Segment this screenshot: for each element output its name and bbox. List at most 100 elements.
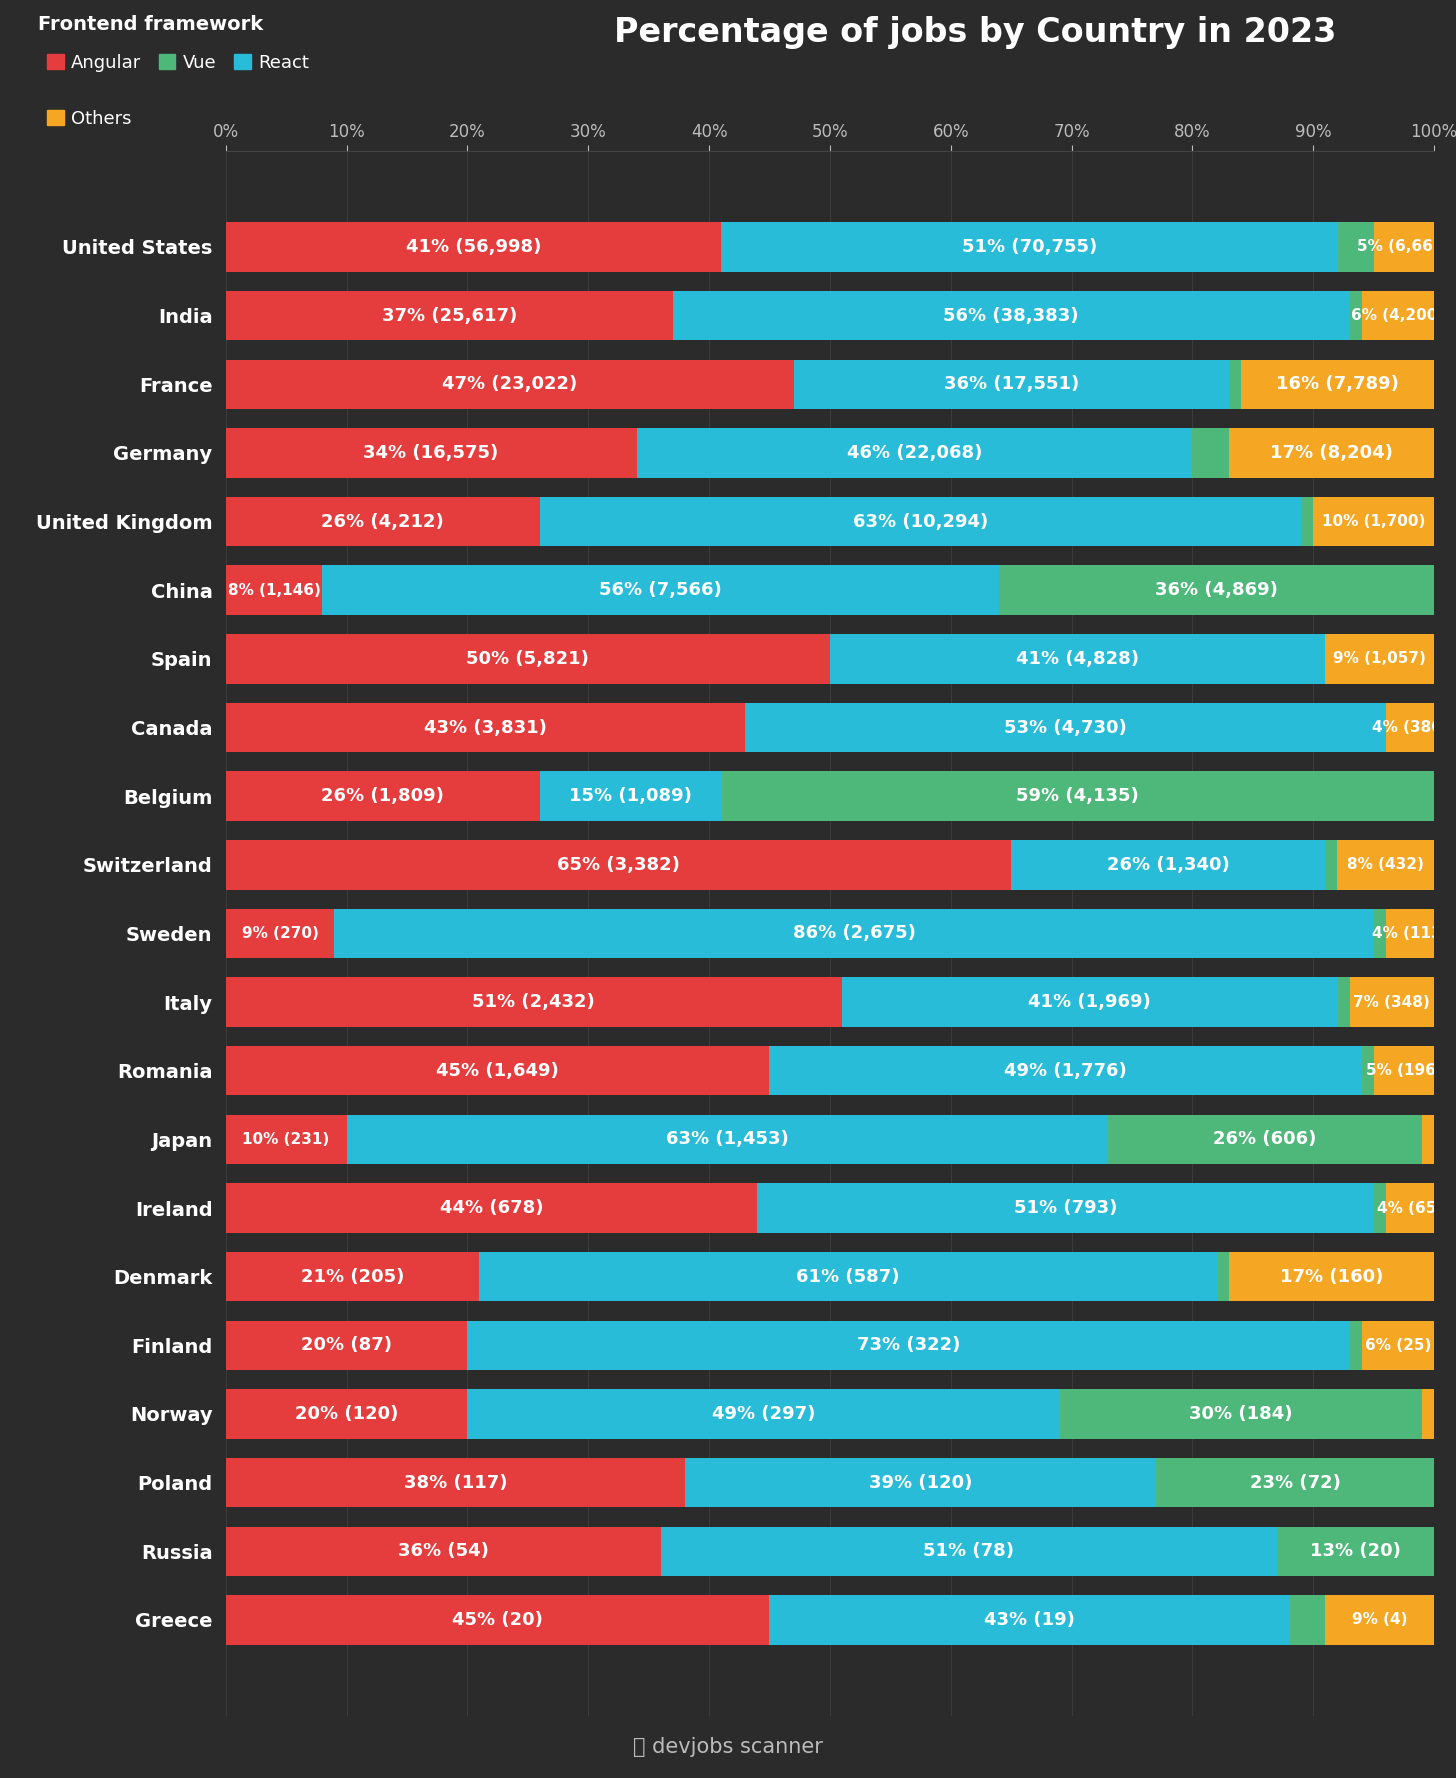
Bar	[335, 909, 1374, 958]
Bar	[322, 565, 999, 615]
Bar	[226, 1389, 467, 1438]
Text: 44% (678): 44% (678)	[440, 1198, 543, 1218]
Bar	[999, 565, 1434, 615]
Text: 6% (4,200): 6% (4,200)	[1351, 308, 1444, 324]
Text: 10% (1,700): 10% (1,700)	[1322, 514, 1425, 530]
Text: 6% (25): 6% (25)	[1364, 1337, 1431, 1353]
Bar	[757, 1184, 1374, 1232]
Bar	[721, 222, 1338, 272]
Text: 37% (25,617): 37% (25,617)	[381, 306, 517, 325]
Bar	[226, 222, 721, 272]
Bar	[226, 1115, 347, 1165]
Text: 41% (56,998): 41% (56,998)	[406, 238, 542, 256]
Bar	[1325, 1595, 1434, 1645]
Bar	[226, 1595, 770, 1645]
Bar	[1302, 496, 1313, 546]
Text: 49% (297): 49% (297)	[712, 1405, 815, 1422]
Text: 61% (587): 61% (587)	[796, 1268, 900, 1285]
Bar	[226, 635, 830, 683]
Text: Percentage of jobs by Country in 2023: Percentage of jobs by Country in 2023	[614, 16, 1337, 50]
Bar	[1325, 839, 1338, 889]
Bar	[1010, 839, 1325, 889]
Bar	[1156, 1458, 1434, 1508]
Text: 51% (78): 51% (78)	[923, 1542, 1015, 1561]
Bar	[1060, 1389, 1423, 1438]
Bar	[1338, 978, 1350, 1028]
Bar	[1423, 1389, 1434, 1438]
Bar	[226, 909, 335, 958]
Text: 43% (19): 43% (19)	[984, 1611, 1075, 1629]
Bar	[1277, 1527, 1434, 1575]
Legend: Others: Others	[48, 110, 131, 128]
Text: 5% (6,662): 5% (6,662)	[1357, 240, 1450, 254]
Text: 26% (4,212): 26% (4,212)	[322, 512, 444, 530]
Text: 38% (117): 38% (117)	[403, 1474, 507, 1492]
Bar	[467, 1389, 1060, 1438]
Text: 36% (54): 36% (54)	[397, 1542, 489, 1561]
Text: 86% (2,675): 86% (2,675)	[792, 925, 916, 942]
Text: 46% (22,068): 46% (22,068)	[847, 444, 983, 462]
Text: Frontend framework: Frontend framework	[38, 14, 264, 34]
Bar	[467, 1321, 1350, 1371]
Text: 36% (4,869): 36% (4,869)	[1155, 581, 1278, 599]
Text: 13% (20): 13% (20)	[1310, 1542, 1401, 1561]
Bar	[1229, 359, 1241, 409]
Text: 9% (1,057): 9% (1,057)	[1334, 651, 1427, 667]
Text: 4% (380): 4% (380)	[1372, 720, 1449, 734]
Text: 26% (606): 26% (606)	[1213, 1131, 1316, 1149]
Text: 15% (1,089): 15% (1,089)	[569, 788, 692, 805]
Bar	[1241, 359, 1434, 409]
Bar	[684, 1458, 1156, 1508]
Bar	[1361, 292, 1434, 340]
Bar	[1289, 1595, 1325, 1645]
Text: 63% (1,453): 63% (1,453)	[665, 1131, 789, 1149]
Bar	[540, 772, 721, 821]
Bar	[1361, 1045, 1374, 1095]
Bar	[830, 635, 1325, 683]
Bar	[226, 292, 673, 340]
Text: 51% (793): 51% (793)	[1013, 1198, 1117, 1218]
Bar	[1350, 292, 1361, 340]
Text: 63% (10,294): 63% (10,294)	[853, 512, 989, 530]
Bar	[770, 1595, 1289, 1645]
Bar	[1325, 635, 1434, 683]
Text: 4% (113): 4% (113)	[1372, 926, 1449, 941]
Text: 50% (5,821): 50% (5,821)	[466, 649, 590, 669]
Text: 5% (196): 5% (196)	[1366, 1063, 1443, 1077]
Bar	[540, 496, 1302, 546]
Bar	[1350, 978, 1434, 1028]
Bar	[794, 359, 1229, 409]
Bar	[226, 772, 540, 821]
Text: 49% (1,776): 49% (1,776)	[1005, 1061, 1127, 1079]
Bar	[1386, 1184, 1434, 1232]
Bar	[770, 1045, 1361, 1095]
Bar	[673, 292, 1350, 340]
Text: 45% (1,649): 45% (1,649)	[437, 1061, 559, 1079]
Bar	[1350, 1321, 1361, 1371]
Text: 21% (205): 21% (205)	[301, 1268, 405, 1285]
Bar	[226, 1527, 661, 1575]
Bar	[1374, 909, 1386, 958]
Bar	[1108, 1115, 1423, 1165]
Bar	[1386, 909, 1434, 958]
Bar	[1374, 1184, 1386, 1232]
Bar	[226, 702, 745, 752]
Bar	[1361, 1321, 1434, 1371]
Bar	[745, 702, 1386, 752]
Bar	[1374, 1045, 1434, 1095]
Text: 30% (184): 30% (184)	[1190, 1405, 1293, 1422]
Text: 16% (7,789): 16% (7,789)	[1275, 375, 1399, 393]
Bar	[226, 496, 540, 546]
Text: 8% (1,146): 8% (1,146)	[227, 583, 320, 597]
Text: 26% (1,340): 26% (1,340)	[1107, 855, 1230, 873]
Bar	[226, 1321, 467, 1371]
Text: 47% (23,022): 47% (23,022)	[443, 375, 577, 393]
Bar	[1423, 1115, 1434, 1165]
Text: 56% (7,566): 56% (7,566)	[600, 581, 722, 599]
Text: 53% (4,730): 53% (4,730)	[1005, 718, 1127, 736]
Text: 9% (4): 9% (4)	[1353, 1613, 1408, 1627]
Text: 56% (38,383): 56% (38,383)	[943, 306, 1079, 325]
Text: 43% (3,831): 43% (3,831)	[424, 718, 547, 736]
Text: 20% (87): 20% (87)	[301, 1337, 392, 1355]
Bar	[226, 565, 322, 615]
